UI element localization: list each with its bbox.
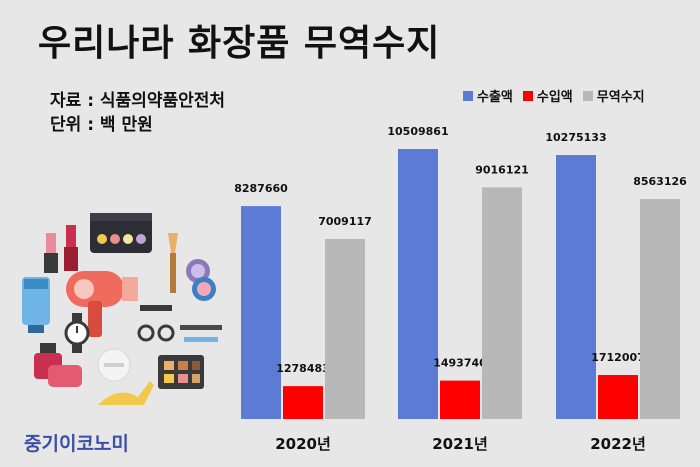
bar-export-3 bbox=[556, 155, 596, 419]
watch-icon bbox=[64, 313, 90, 353]
x-tick-label-2: 2021년 bbox=[432, 435, 488, 453]
eyeliner-icon bbox=[180, 325, 222, 342]
data-label-import-3: 1712007 bbox=[591, 351, 645, 364]
powder-puff-icon bbox=[97, 348, 131, 382]
legend-item-balance: 무역수지 bbox=[582, 86, 645, 105]
data-label-import-2: 1493740 bbox=[433, 357, 487, 370]
bar-import-2 bbox=[440, 380, 480, 419]
data-label-export-2: 10509861 bbox=[387, 125, 448, 138]
eyeshadow-palette-icon bbox=[90, 213, 152, 253]
bar-balance-1 bbox=[325, 238, 365, 419]
compact-icon bbox=[186, 259, 216, 301]
legend-swatch-export bbox=[463, 90, 473, 101]
cosmetics-illustration bbox=[22, 213, 222, 405]
legend-item-import: 수입액 bbox=[522, 86, 573, 105]
x-tick-label-1: 2020년 bbox=[275, 435, 331, 453]
source-text: 자료 : 식품의약품안전처 bbox=[50, 91, 226, 111]
chart-legend: 수출액 수입액 무역수지 bbox=[463, 86, 645, 105]
data-label-balance-3: 8563126 bbox=[633, 175, 687, 188]
page-title: 우리나라 화장품 무역수지 bbox=[38, 23, 441, 64]
lipstick-icon bbox=[44, 225, 78, 273]
legend-swatch-import bbox=[522, 90, 533, 101]
high-heel-icon bbox=[98, 381, 154, 405]
eyelash-curler-icon bbox=[137, 305, 175, 342]
brand-logo-text: 중기이코노미 bbox=[24, 433, 129, 455]
data-label-export-1: 8287660 bbox=[234, 182, 288, 195]
data-label-balance-1: 7009117 bbox=[318, 215, 372, 228]
legend-swatch-balance bbox=[582, 90, 593, 101]
legend-label-import: 수입액 bbox=[536, 90, 573, 105]
data-label-import-1: 1278483 bbox=[276, 362, 330, 375]
legend-label-balance: 무역수지 bbox=[596, 90, 645, 105]
bar-import-3 bbox=[598, 375, 638, 419]
legend-item-export: 수출액 bbox=[463, 86, 513, 105]
bar-balance-3 bbox=[640, 199, 680, 419]
brush-icon bbox=[168, 233, 178, 293]
x-tick-label-3: 2022년 bbox=[590, 435, 646, 453]
lotion-tube-icon bbox=[22, 277, 50, 333]
unit-text: 단위 : 백 만원 bbox=[50, 115, 153, 135]
data-label-balance-2: 9016121 bbox=[475, 163, 529, 176]
bar-import-1 bbox=[283, 386, 323, 419]
bar-export-2 bbox=[398, 149, 438, 419]
legend-label-export: 수출액 bbox=[477, 90, 513, 105]
bar-export-1 bbox=[241, 206, 281, 419]
data-label-export-3: 10275133 bbox=[545, 131, 606, 144]
blush-palette-icon bbox=[158, 355, 204, 389]
bar-balance-2 bbox=[482, 187, 522, 419]
nail-polish-icon bbox=[34, 343, 82, 387]
hair-dryer-icon bbox=[66, 271, 138, 337]
